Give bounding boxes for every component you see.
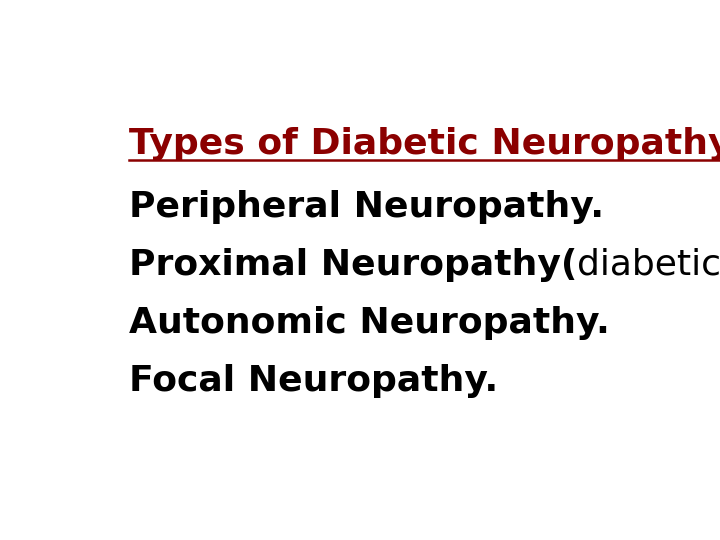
Text: diabetic amyotrophy).: diabetic amyotrophy). xyxy=(577,248,720,282)
Text: Focal Neuropathy.: Focal Neuropathy. xyxy=(129,364,498,398)
Text: Autonomic Neuropathy.: Autonomic Neuropathy. xyxy=(129,306,610,340)
Text: Types of Diabetic Neuropathy: Types of Diabetic Neuropathy xyxy=(129,127,720,161)
Text: Proximal Neuropathy(: Proximal Neuropathy( xyxy=(129,248,577,282)
Text: Peripheral Neuropathy.: Peripheral Neuropathy. xyxy=(129,190,604,224)
